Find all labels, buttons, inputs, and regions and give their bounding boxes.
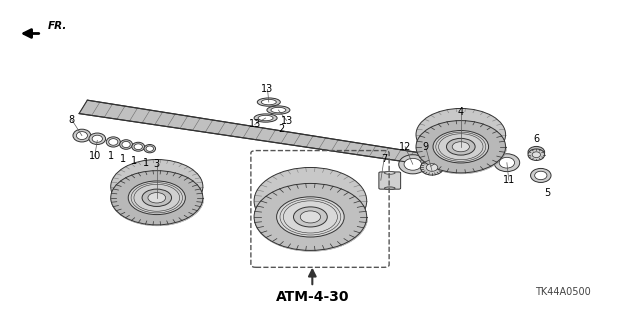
Ellipse shape bbox=[120, 140, 132, 149]
Ellipse shape bbox=[385, 172, 395, 174]
Ellipse shape bbox=[111, 160, 203, 214]
Ellipse shape bbox=[73, 129, 91, 142]
Text: TK44A0500: TK44A0500 bbox=[535, 287, 591, 297]
Ellipse shape bbox=[531, 168, 551, 182]
Text: 6: 6 bbox=[533, 134, 540, 144]
Ellipse shape bbox=[447, 138, 475, 155]
Ellipse shape bbox=[420, 155, 444, 170]
Ellipse shape bbox=[261, 100, 276, 105]
Ellipse shape bbox=[258, 115, 273, 121]
Text: 11: 11 bbox=[502, 175, 515, 185]
Ellipse shape bbox=[148, 193, 166, 203]
Ellipse shape bbox=[532, 152, 540, 158]
Ellipse shape bbox=[528, 149, 545, 160]
Ellipse shape bbox=[254, 114, 277, 122]
Text: 1: 1 bbox=[131, 156, 138, 166]
Ellipse shape bbox=[76, 132, 88, 139]
Ellipse shape bbox=[528, 146, 545, 158]
Ellipse shape bbox=[294, 207, 327, 227]
Ellipse shape bbox=[144, 145, 156, 153]
Ellipse shape bbox=[92, 135, 102, 142]
Text: 1: 1 bbox=[120, 153, 126, 164]
Text: 13: 13 bbox=[280, 115, 293, 126]
Text: 2: 2 bbox=[278, 124, 285, 134]
Ellipse shape bbox=[109, 139, 118, 145]
Text: 13: 13 bbox=[248, 119, 261, 130]
Ellipse shape bbox=[416, 121, 506, 173]
Ellipse shape bbox=[276, 197, 344, 237]
Text: 7: 7 bbox=[381, 154, 387, 165]
Text: 3: 3 bbox=[154, 159, 160, 169]
Ellipse shape bbox=[404, 158, 422, 170]
Ellipse shape bbox=[267, 106, 290, 114]
Ellipse shape bbox=[254, 183, 367, 250]
FancyBboxPatch shape bbox=[379, 172, 401, 189]
Ellipse shape bbox=[416, 108, 506, 161]
Ellipse shape bbox=[122, 141, 131, 148]
Text: 9: 9 bbox=[422, 142, 429, 152]
Text: 8: 8 bbox=[68, 115, 75, 125]
Text: 5: 5 bbox=[544, 188, 550, 198]
Ellipse shape bbox=[89, 133, 106, 145]
Ellipse shape bbox=[111, 171, 203, 225]
Ellipse shape bbox=[134, 144, 143, 150]
Ellipse shape bbox=[257, 98, 280, 106]
Ellipse shape bbox=[426, 164, 438, 171]
Ellipse shape bbox=[146, 146, 154, 151]
Ellipse shape bbox=[132, 142, 145, 151]
Ellipse shape bbox=[420, 160, 444, 175]
Ellipse shape bbox=[271, 108, 286, 113]
Ellipse shape bbox=[300, 211, 321, 223]
Polygon shape bbox=[79, 100, 451, 168]
Ellipse shape bbox=[142, 189, 172, 206]
Ellipse shape bbox=[433, 130, 488, 163]
Ellipse shape bbox=[106, 137, 120, 147]
Text: ATM-4-30: ATM-4-30 bbox=[276, 290, 349, 304]
Text: 1: 1 bbox=[143, 158, 149, 168]
Ellipse shape bbox=[254, 167, 367, 234]
Ellipse shape bbox=[399, 155, 427, 174]
Text: 13: 13 bbox=[261, 84, 274, 94]
Ellipse shape bbox=[385, 187, 395, 189]
Text: FR.: FR. bbox=[48, 20, 67, 31]
Ellipse shape bbox=[128, 181, 186, 215]
Ellipse shape bbox=[534, 171, 547, 180]
Ellipse shape bbox=[494, 154, 520, 172]
Text: 10: 10 bbox=[88, 151, 101, 161]
Ellipse shape bbox=[499, 157, 515, 168]
Text: 1: 1 bbox=[108, 151, 115, 161]
Text: 4: 4 bbox=[458, 107, 464, 117]
Text: 12: 12 bbox=[399, 142, 412, 152]
Ellipse shape bbox=[452, 142, 469, 152]
